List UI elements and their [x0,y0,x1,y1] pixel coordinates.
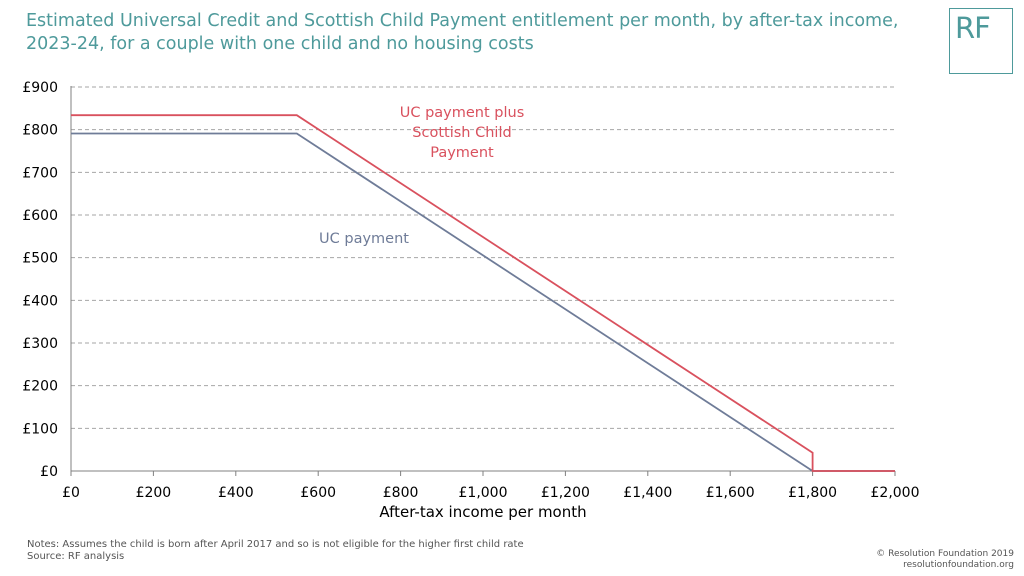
x-tick-label: £0 [62,485,80,501]
x-tick-label: £1,600 [706,485,755,501]
rf-logo: RF [949,8,1013,74]
annotation-uc-line: UC payment [319,231,409,247]
website-line: resolutionfoundation.org [903,560,1014,570]
x-tick-label: £2,000 [871,485,920,501]
series-annotations: UC payment plus Scottish Child Payment UC p… [319,105,524,247]
x-tick-label: £800 [383,485,419,501]
x-tick-label: £600 [300,485,336,501]
x-axis-ticks: £0 £200 £400 £600 £800 £1,000 £1,200 £1,400 £1,6… [62,471,920,501]
x-tick-label: £1,200 [541,485,590,501]
notes: Notes: Assumes the child is born after A… [27,539,524,563]
y-tick-label: £700 [22,165,58,181]
y-tick-label: £0 [40,464,58,480]
y-tick-label: £800 [22,123,58,139]
y-tick-label: £100 [22,421,58,437]
logo-text: RF [955,11,991,45]
series-line [71,132,895,472]
grid-lines [71,86,895,429]
notes-line: Notes: Assumes the child is born after A… [27,539,524,550]
copyright-line: © Resolution Foundation 2019 [876,549,1014,559]
y-tick-label: £900 [22,80,58,96]
copyright: © Resolution Foundation 2019 resolutionf… [876,549,1014,571]
x-tick-label: £400 [218,485,254,501]
x-tick-label: £1,000 [459,485,508,501]
x-tick-label: £1,800 [788,485,837,501]
y-tick-label: £200 [22,379,58,395]
y-tick-label: £600 [22,208,58,224]
axes [70,86,895,472]
source-line: Source: RF analysis [27,551,125,562]
x-tick-label: £1,400 [623,485,672,501]
y-tick-label: £400 [22,293,58,309]
x-axis-title: After-tax income per month [379,503,586,521]
chart-title: Estimated Universal Credit and Scottish … [26,11,899,54]
series-line [71,114,895,472]
annotation-scp-line: Payment [430,145,494,161]
y-axis-ticks: £0 £100 £200 £300 £400 £500 £600 £700 £800 £900 [22,80,58,480]
y-tick-label: £300 [22,336,58,352]
x-tick-label: £200 [136,485,172,501]
y-tick-label: £500 [22,251,58,267]
series-lines [71,114,895,472]
annotation-scp-line: UC payment plus [400,105,525,121]
annotation-scp-line: Scottish Child [412,125,511,141]
